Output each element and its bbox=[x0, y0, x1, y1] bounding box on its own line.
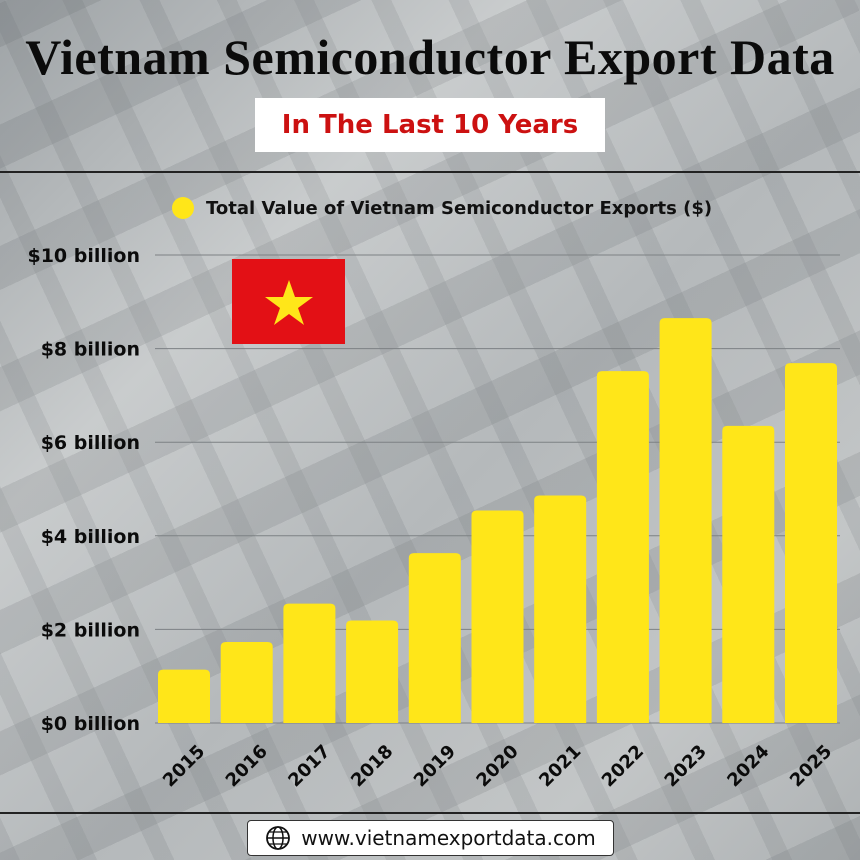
page-title: Vietnam Semiconductor Export Data bbox=[25, 29, 835, 85]
website-footer[interactable]: www.vietnamexportdata.com bbox=[247, 820, 614, 856]
website-url[interactable]: www.vietnamexportdata.com bbox=[301, 826, 596, 850]
x-tick-label: 2020 bbox=[472, 741, 522, 791]
y-tick-label: $8 billion bbox=[41, 339, 140, 361]
bar-2017 bbox=[283, 603, 336, 723]
bar-2018 bbox=[346, 620, 399, 723]
bar-2015 bbox=[158, 669, 210, 723]
bar-2022 bbox=[596, 371, 649, 723]
x-tick-label: 2022 bbox=[598, 741, 648, 791]
legend-swatch bbox=[172, 197, 194, 219]
x-tick-label: 2017 bbox=[284, 741, 334, 791]
bar-2023 bbox=[659, 318, 712, 723]
bar-2025 bbox=[785, 363, 837, 723]
chart-legend: Total Value of Vietnam Semiconductor Exp… bbox=[172, 197, 712, 219]
bar-2020 bbox=[471, 510, 524, 723]
legend-label: Total Value of Vietnam Semiconductor Exp… bbox=[206, 197, 713, 219]
divider-top bbox=[0, 171, 860, 173]
y-tick-label: $6 billion bbox=[41, 432, 140, 454]
vietnam-flag-icon bbox=[232, 259, 345, 344]
x-tick-label: 2018 bbox=[347, 741, 397, 791]
y-tick-label: $4 billion bbox=[41, 526, 140, 548]
bar-2021 bbox=[534, 495, 587, 723]
divider-bottom bbox=[0, 812, 860, 814]
x-tick-label: 2016 bbox=[222, 741, 272, 791]
page-subtitle: In The Last 10 Years bbox=[255, 98, 605, 152]
y-tick-label: $10 billion bbox=[27, 245, 140, 267]
y-tick-label: $0 billion bbox=[41, 713, 140, 735]
x-tick-label: 2023 bbox=[661, 741, 711, 791]
x-tick-label: 2024 bbox=[723, 741, 773, 791]
x-tick-label: 2021 bbox=[535, 741, 585, 791]
globe-icon bbox=[266, 826, 291, 850]
bar-2024 bbox=[722, 425, 775, 723]
bar-2019 bbox=[408, 553, 461, 723]
x-tick-label: 2025 bbox=[786, 741, 836, 791]
bar-2016 bbox=[220, 642, 273, 723]
x-tick-label: 2019 bbox=[410, 741, 460, 791]
y-tick-label: $2 billion bbox=[41, 619, 140, 641]
x-tick-label: 2015 bbox=[159, 741, 209, 791]
